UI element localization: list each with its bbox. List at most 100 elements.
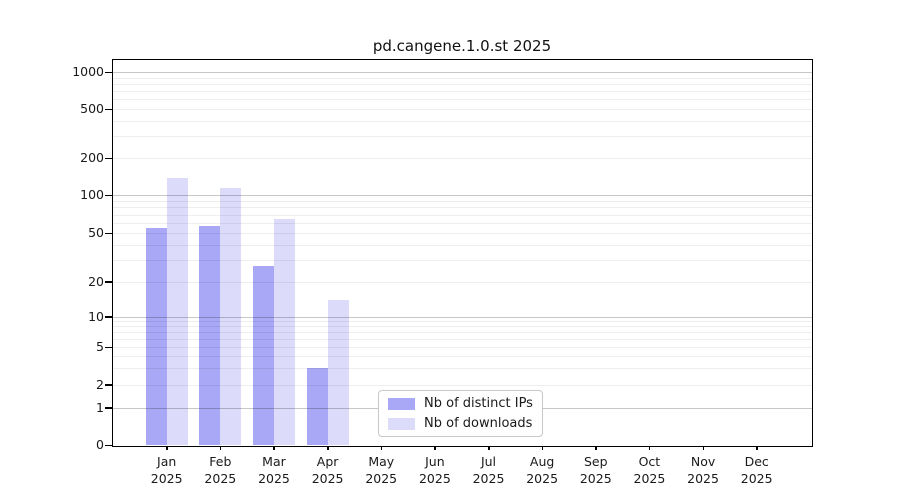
minor-gridline [113,332,812,334]
x-tick-month: Feb [209,454,232,469]
x-tick-year: 2025 [150,471,183,486]
x-tick-year: 2025 [365,471,398,486]
legend-swatch-distinct-ips-icon [388,397,415,410]
x-tick-year: 2025 [472,471,505,486]
x-tick-month: Nov [690,454,716,469]
x-tick-mark [273,446,275,450]
chart-title: pd.cangene.1.0.st 2025 [372,37,552,55]
x-tick-label: Aug 2025 [510,453,574,487]
y-tick-mark [105,444,112,446]
x-tick-month: Jun [425,454,445,469]
x-tick-label: Feb 2025 [188,453,252,487]
plot-area: Nb of distinct IPs Nb of downloads [112,59,813,447]
major-gridline [113,72,812,73]
x-tick-label: Nov 2025 [671,453,735,487]
minor-gridline [113,223,812,224]
x-tick-year: 2025 [740,471,773,486]
x-tick-year: 2025 [526,471,559,486]
minor-gridline [113,321,812,323]
major-gridline [113,195,812,196]
x-tick-year: 2025 [579,471,612,486]
bars-layer [113,60,812,446]
bar-distinct-ips [199,225,221,445]
y-tick-mark [105,157,112,159]
x-tick-month: Apr [316,454,339,469]
minor-gridline [113,77,812,79]
bar-downloads [273,219,295,445]
x-tick-year: 2025 [204,471,237,486]
x-tick-mark [541,446,544,450]
minor-gridline [113,233,812,234]
minor-gridline [113,200,812,202]
x-tick-mark [166,446,168,450]
minor-gridline [113,260,812,262]
y-tick-label: 1000 [72,64,104,79]
x-tick-label: Jun 2025 [403,453,467,487]
x-tick-label: Jan 2025 [135,453,199,487]
x-tick-year: 2025 [687,471,719,486]
x-tick-mark [219,446,222,450]
x-tick-month: Oct [638,454,661,469]
y-tick-mark [105,108,112,110]
x-tick-label: Apr 2025 [296,453,360,487]
bar-downloads [327,299,349,445]
x-tick-mark [380,446,383,450]
x-tick-label: May 2025 [349,453,413,487]
gridlines-layer [113,60,812,446]
x-tick-month: Jan [157,454,177,469]
y-tick-mark [105,407,112,409]
legend-swatch-downloads-icon [388,417,415,430]
y-tick-label: 100 [80,187,104,202]
minor-gridline [113,214,812,216]
x-tick-mark [595,446,597,450]
minor-gridline [113,83,812,85]
legend-label-downloads: Nb of downloads [424,416,533,431]
minor-gridline [113,367,812,369]
x-tick-mark [327,446,329,450]
minor-gridline [113,109,812,110]
minor-gridline [113,356,812,358]
y-tick-label: 5 [96,339,104,354]
legend-item-downloads: Nb of downloads [388,416,533,431]
x-tick-label: Mar 2025 [242,453,306,487]
x-tick-year: 2025 [258,471,290,486]
x-tick-year: 2025 [311,471,344,486]
y-tick-label: 500 [80,101,104,116]
y-tick-mark [105,346,112,348]
x-tick-label: Dec 2025 [725,453,789,487]
y-tick-label: 2 [96,376,104,392]
minor-gridline [113,326,812,328]
minor-gridline [113,91,812,93]
x-tick-label: Sep 2025 [564,453,628,487]
x-tick-year: 2025 [633,471,666,486]
y-tick-mark [105,194,112,196]
x-tick-mark [434,446,436,450]
x-tick-month: Dec [744,454,769,469]
y-tick-label: 50 [88,225,104,240]
y-tick-label: 200 [80,150,104,165]
x-tick-month: Aug [529,454,555,469]
bar-distinct-ips [145,227,167,445]
minor-gridline [113,136,812,138]
x-tick-label: Oct 2025 [617,453,681,487]
minor-gridline [113,120,812,122]
x-tick-month: Jul [480,454,497,469]
x-tick-month: Mar [262,454,286,469]
minor-gridline [113,281,812,283]
legend: Nb of distinct IPs Nb of downloads [378,390,543,437]
major-gridline [113,316,812,318]
minor-gridline [113,244,812,246]
y-tick-label: 20 [88,273,104,289]
minor-gridline [113,158,812,159]
y-tick-mark [105,232,112,234]
x-tick-month: May [368,454,395,469]
x-tick-mark [756,446,758,450]
bar-downloads [220,187,242,445]
y-tick-mark [105,71,112,73]
x-tick-label: Jul 2025 [457,453,521,487]
y-tick-mark [105,281,112,283]
y-tick-label: 10 [88,308,104,324]
y-tick-label: 0 [96,437,104,452]
x-tick-year: 2025 [418,471,451,486]
